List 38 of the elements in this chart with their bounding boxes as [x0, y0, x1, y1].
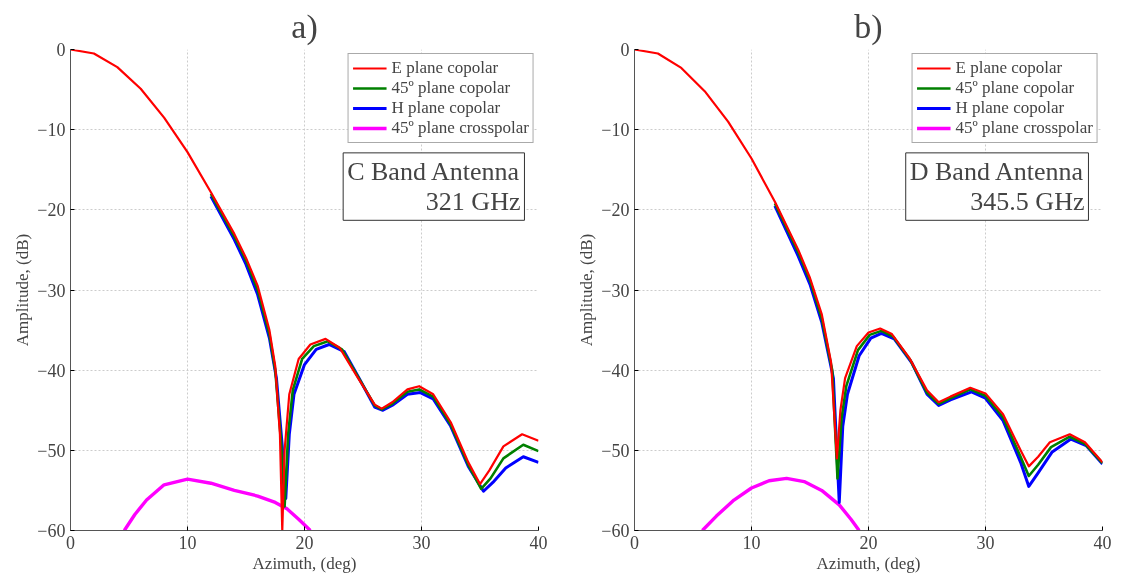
y-tick-label: −50 — [601, 440, 630, 461]
x-axis-title: Azimuth, (deg) — [252, 553, 357, 573]
x-tick-label: 20 — [295, 532, 314, 553]
legend-label: E plane copolar — [391, 58, 499, 78]
x-tick-label: 30 — [412, 532, 431, 553]
x-tick-label: 30 — [976, 532, 995, 553]
y-tick-label: −30 — [601, 280, 630, 301]
y-tick-label: −60 — [601, 521, 630, 541]
y-tick-label: −40 — [37, 360, 66, 381]
x-tick-label: 20 — [859, 532, 878, 553]
chart-title: b) — [854, 7, 883, 46]
y-tick-label: −20 — [37, 200, 66, 221]
x-tick-label: 10 — [742, 532, 761, 553]
annotation: D Band Antenna 345.5 GHz — [909, 156, 1085, 217]
y-axis-title: Amplitude, (dB) — [13, 233, 33, 347]
x-axis-title: Azimuth, (deg) — [816, 553, 921, 573]
y-axis-title: Amplitude, (dB) — [577, 233, 597, 347]
legend-label: 45º plane copolar — [391, 78, 511, 98]
y-tick-label: 0 — [56, 40, 66, 60]
chart-title: a) — [291, 7, 318, 46]
x-tick-label: 40 — [1093, 532, 1112, 553]
legend-label: E plane copolar — [955, 58, 1063, 78]
annotation: C Band Antenna 321 GHz — [347, 156, 521, 217]
y-tick-label: −50 — [37, 440, 66, 461]
y-tick-label: −10 — [37, 120, 66, 141]
x-tick-label: 10 — [178, 532, 197, 553]
y-tick-label: 0 — [620, 40, 630, 60]
legend-label: 45º plane crosspolar — [955, 118, 1093, 138]
legend-label: H plane copolar — [955, 98, 1065, 118]
y-tick-label: −10 — [601, 120, 630, 141]
y-tick-label: −20 — [601, 200, 630, 221]
legend-label: 45º plane copolar — [955, 78, 1075, 98]
y-tick-label: −40 — [601, 360, 630, 381]
legend-label: H plane copolar — [391, 98, 501, 118]
x-tick-label: 40 — [529, 532, 548, 553]
y-tick-label: −60 — [37, 521, 66, 541]
y-tick-label: −30 — [37, 280, 66, 301]
legend-label: 45º plane crosspolar — [391, 118, 529, 138]
